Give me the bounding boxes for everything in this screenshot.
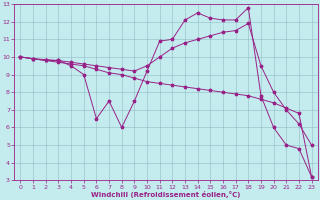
X-axis label: Windchill (Refroidissement éolien,°C): Windchill (Refroidissement éolien,°C) (91, 191, 241, 198)
